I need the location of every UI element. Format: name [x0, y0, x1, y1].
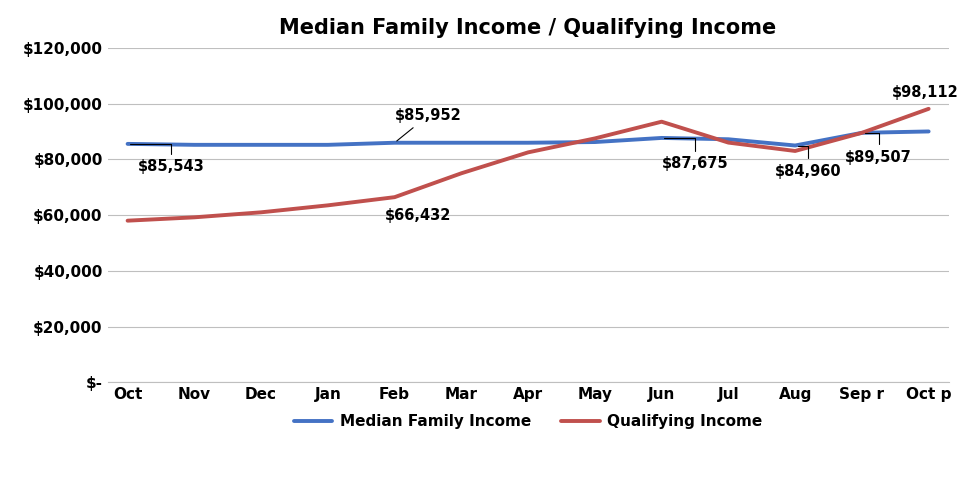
- Qualifying Income: [189, 215, 200, 220]
- Text: $87,675: $87,675: [661, 138, 728, 171]
- Text: $89,507: $89,507: [844, 133, 911, 164]
- Median Family Income: [788, 142, 800, 148]
- Median Family Income: [722, 136, 734, 142]
- Qualifying Income: [455, 171, 467, 176]
- Qualifying Income: [788, 148, 800, 154]
- Text: $84,960: $84,960: [775, 145, 841, 179]
- Qualifying Income: [922, 106, 934, 112]
- Qualifying Income: [855, 130, 867, 136]
- Title: Median Family Income / Qualifying Income: Median Family Income / Qualifying Income: [279, 18, 776, 38]
- Qualifying Income: [522, 150, 533, 155]
- Median Family Income: [388, 140, 400, 146]
- Text: $85,543: $85,543: [130, 144, 204, 174]
- Median Family Income: [656, 135, 667, 141]
- Qualifying Income: [121, 218, 133, 224]
- Median Family Income: [255, 142, 267, 148]
- Qualifying Income: [656, 119, 667, 125]
- Legend: Median Family Income, Qualifying Income: Median Family Income, Qualifying Income: [287, 408, 768, 435]
- Line: Median Family Income: Median Family Income: [127, 131, 928, 145]
- Median Family Income: [189, 142, 200, 148]
- Line: Qualifying Income: Qualifying Income: [127, 109, 928, 221]
- Median Family Income: [922, 129, 934, 134]
- Median Family Income: [121, 141, 133, 147]
- Qualifying Income: [321, 203, 333, 208]
- Qualifying Income: [388, 194, 400, 200]
- Median Family Income: [855, 130, 867, 136]
- Text: $85,952: $85,952: [394, 108, 461, 141]
- Qualifying Income: [722, 140, 734, 145]
- Qualifying Income: [255, 209, 267, 215]
- Median Family Income: [522, 140, 533, 146]
- Median Family Income: [588, 139, 600, 145]
- Text: $98,112: $98,112: [891, 86, 957, 100]
- Median Family Income: [455, 140, 467, 146]
- Median Family Income: [321, 142, 333, 148]
- Text: $66,432: $66,432: [384, 208, 450, 223]
- Qualifying Income: [588, 136, 600, 141]
